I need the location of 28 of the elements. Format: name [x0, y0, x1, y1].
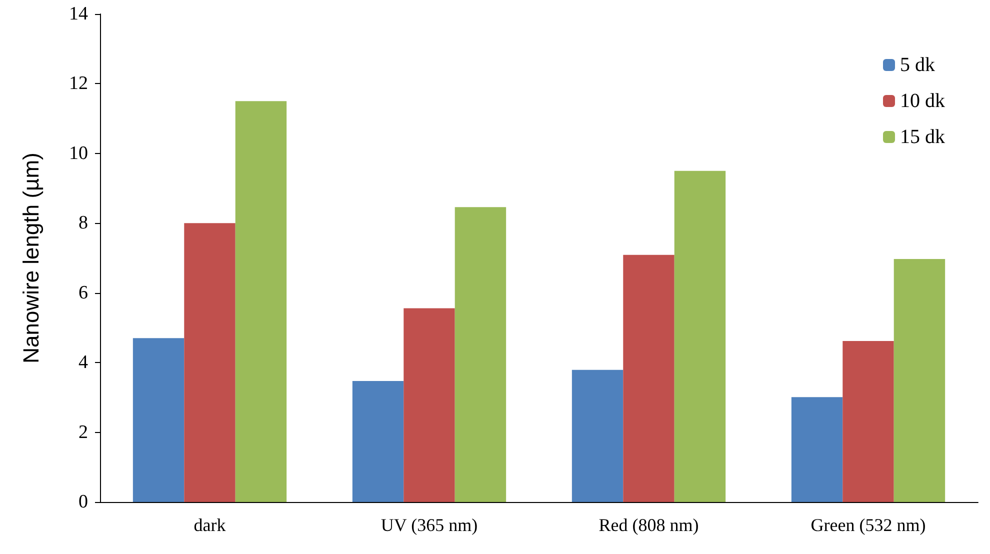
- y-tick-label: 6: [78, 282, 88, 304]
- bar: [404, 308, 455, 502]
- bar: [184, 223, 236, 502]
- bar: [894, 259, 946, 502]
- y-tick-label: 12: [69, 73, 88, 94]
- y-tick-label: 0: [78, 492, 88, 512]
- y-tick-label: 10: [69, 142, 88, 164]
- x-tick-label: Green (532 nm): [810, 515, 926, 535]
- legend-label: 15 dk: [900, 126, 945, 148]
- x-tick-label: Red (808 nm): [598, 515, 699, 535]
- y-tick-label: 14: [69, 4, 88, 24]
- bar: [674, 170, 726, 502]
- bar: [132, 338, 184, 502]
- y-tick-label: 8: [78, 212, 88, 234]
- bar: [352, 381, 404, 502]
- bar: [791, 397, 843, 502]
- legend-label: 10 dk: [900, 90, 945, 112]
- bar: [842, 340, 894, 502]
- y-tick-label: 4: [78, 352, 88, 374]
- bar: [572, 370, 624, 502]
- bar: [623, 254, 674, 502]
- y-tick-label: 2: [78, 422, 88, 443]
- legend-label: 5 dk: [900, 54, 935, 76]
- bar: [454, 207, 506, 502]
- x-tick-label: dark: [194, 515, 226, 535]
- x-tick-label: UV (365 nm): [380, 515, 478, 535]
- bar: [235, 101, 287, 502]
- y-axis-title: Nanowire length (µm): [18, 152, 44, 364]
